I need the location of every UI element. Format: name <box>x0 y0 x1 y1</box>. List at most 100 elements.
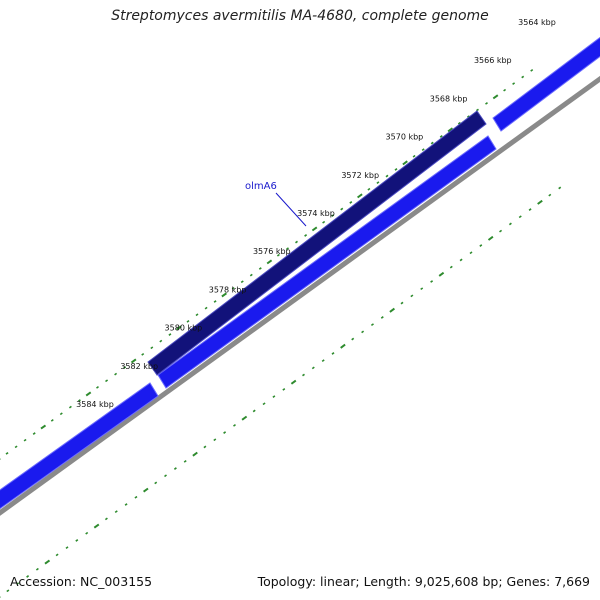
ruler-label: 3572 kbp <box>341 171 379 180</box>
minor-tick <box>370 323 374 327</box>
minor-tick <box>258 267 262 270</box>
gene-olmA6[interactable] <box>147 110 487 376</box>
minor-tick <box>558 186 562 190</box>
minor-tick <box>420 287 424 291</box>
minor-tick <box>233 423 236 427</box>
minor-tick <box>512 82 516 85</box>
ruler-label: 3570 kbp <box>386 133 424 142</box>
minor-tick <box>421 148 425 152</box>
minor-tick <box>123 366 127 369</box>
minor-tick <box>141 352 145 356</box>
gene-tracks <box>0 30 600 516</box>
minor-tick <box>311 366 315 370</box>
minor-tick <box>400 301 404 305</box>
minor-tick <box>262 402 266 406</box>
minor-tick <box>469 251 473 255</box>
minor-tick <box>361 330 365 334</box>
minor-tick <box>394 168 398 171</box>
gene-label-leader <box>275 192 307 227</box>
genome-summary-text: Topology: linear; Length: 9,025,608 bp; … <box>257 574 590 589</box>
minor-tick <box>35 567 39 571</box>
minor-tick <box>164 474 167 478</box>
minor-tick <box>186 319 190 323</box>
minor-tick <box>150 346 154 350</box>
major-tick <box>492 94 499 100</box>
minor-tick <box>410 294 414 298</box>
inner-tick-ring <box>0 186 562 598</box>
minor-tick <box>272 395 276 398</box>
minor-tick <box>439 135 443 138</box>
minor-tick <box>286 247 289 251</box>
minor-tick <box>104 517 108 521</box>
accession-text: Accession: NC_003155 <box>10 574 153 589</box>
minor-tick <box>173 467 177 470</box>
minor-tick <box>159 339 163 343</box>
minor-tick <box>75 539 79 542</box>
gene-label-olmA6[interactable]: olmA6 <box>245 181 277 192</box>
minor-tick <box>351 337 355 341</box>
minor-tick <box>282 388 286 391</box>
minor-tick <box>213 300 217 303</box>
major-tick <box>192 451 198 457</box>
minor-tick <box>349 201 353 204</box>
minor-tick <box>240 280 244 284</box>
minor-tick <box>457 121 461 125</box>
minor-tick <box>14 445 18 449</box>
ruler-label: 3580 kbp <box>165 324 203 333</box>
minor-tick <box>85 531 89 535</box>
minor-tick <box>105 379 109 383</box>
minor-tick <box>548 193 552 197</box>
minor-tick <box>204 306 208 310</box>
minor-tick <box>50 418 54 422</box>
minor-tick <box>331 214 335 218</box>
forward-gene-arrow-lower[interactable] <box>0 382 159 510</box>
major-tick <box>176 325 182 331</box>
minor-tick <box>77 399 81 402</box>
gene-label-group: olmA6 <box>245 181 307 227</box>
minor-tick <box>302 373 305 377</box>
ruler-labels: 3564 kbp 3566 kbp 3568 kbp 3570 kbp 3572 kbp… <box>76 18 556 409</box>
ruler-label: 3568 kbp <box>430 94 468 103</box>
minor-tick <box>223 431 227 434</box>
minor-tick <box>530 68 534 72</box>
minor-tick <box>59 412 63 416</box>
forward-gene-arrow-middle[interactable] <box>157 135 497 389</box>
minor-tick <box>295 240 298 244</box>
major-tick <box>130 358 137 364</box>
minor-tick <box>304 234 308 237</box>
major-tick <box>340 343 346 349</box>
minor-tick <box>331 352 335 355</box>
minor-tick <box>466 115 470 118</box>
ruler-label: 3582 kbp <box>120 362 158 371</box>
ruler-label: 3574 kbp <box>297 209 335 218</box>
minor-tick <box>518 215 522 219</box>
minor-tick <box>459 258 463 262</box>
minor-tick <box>183 459 187 463</box>
major-tick <box>311 226 318 232</box>
major-tick <box>266 259 273 265</box>
major-tick <box>389 307 395 313</box>
major-tick <box>537 199 543 205</box>
minor-tick <box>521 75 525 79</box>
major-tick <box>438 271 445 277</box>
minor-tick <box>114 372 118 376</box>
minor-tick <box>32 432 36 435</box>
forward-gene-arrow-upper[interactable] <box>492 30 600 132</box>
minor-tick <box>55 553 59 557</box>
major-tick <box>487 235 494 241</box>
ruler-label: 3566 kbp <box>474 56 512 65</box>
minor-tick <box>5 452 9 455</box>
outer-tick-ring <box>0 68 534 460</box>
minor-tick <box>168 333 172 336</box>
major-tick <box>290 379 297 385</box>
minor-tick <box>124 503 128 506</box>
minor-tick <box>96 385 99 389</box>
ruler-label: 3576 kbp <box>253 247 291 256</box>
minor-tick <box>380 316 384 319</box>
ruler-label: 3578 kbp <box>209 285 247 294</box>
minor-tick <box>508 222 512 226</box>
major-tick <box>241 415 248 421</box>
major-tick <box>40 424 47 430</box>
minor-tick <box>23 438 27 442</box>
minor-tick <box>430 141 434 145</box>
